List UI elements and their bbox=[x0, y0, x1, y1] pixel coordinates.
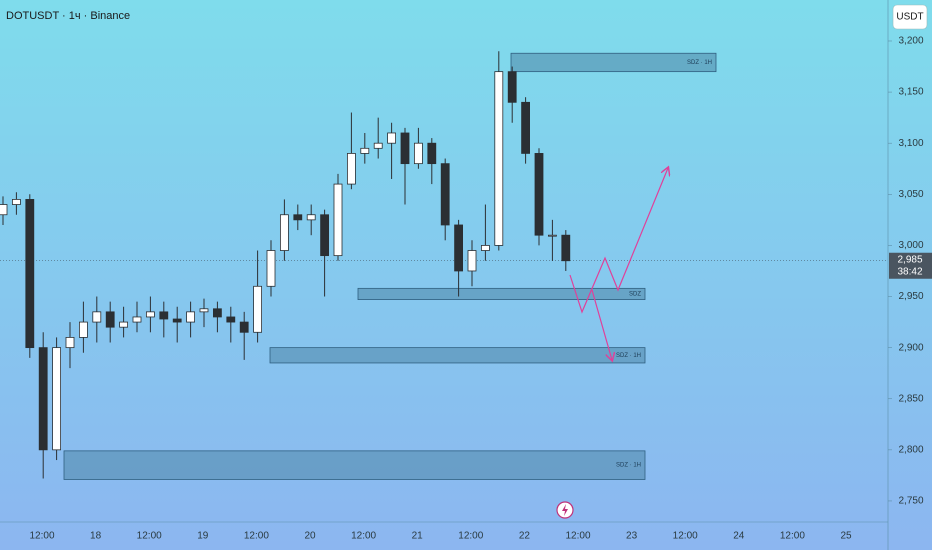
candle-body bbox=[440, 163, 450, 226]
x-tick-label: 12:00 bbox=[244, 531, 269, 542]
y-tick-label: 2,800 bbox=[898, 444, 923, 455]
candle-body bbox=[132, 316, 142, 323]
candle-body bbox=[186, 311, 196, 323]
x-tick-label: 12:00 bbox=[458, 531, 483, 542]
x-tick-label: 23 bbox=[626, 531, 638, 542]
candle-body bbox=[413, 142, 423, 165]
candle-body bbox=[172, 318, 182, 323]
symbol-title: DOTUSDT · 1ч · Binance bbox=[6, 10, 130, 22]
x-tick-label: 12:00 bbox=[780, 531, 805, 542]
last-price-tag bbox=[889, 252, 932, 279]
y-tick-label: 2,750 bbox=[898, 496, 923, 507]
y-tick-label: 2,850 bbox=[898, 393, 923, 404]
candle-body bbox=[119, 321, 128, 328]
x-tick-label: 12:00 bbox=[673, 531, 698, 542]
candle-body bbox=[454, 224, 464, 272]
y-tick-label: 2,950 bbox=[898, 291, 923, 302]
x-tick-label: 12:00 bbox=[351, 531, 376, 542]
candle-body bbox=[333, 183, 343, 257]
candle-body bbox=[373, 142, 383, 149]
candle-body bbox=[306, 214, 316, 221]
candle-body bbox=[400, 132, 410, 165]
zone-label: SDZ bbox=[629, 292, 641, 298]
event-icon-bolt bbox=[562, 504, 568, 516]
candle-body bbox=[199, 308, 209, 313]
supply-demand-zone bbox=[510, 52, 717, 73]
candle-body bbox=[38, 347, 48, 451]
x-tick-label: 24 bbox=[733, 531, 745, 542]
x-tick-label: 22 bbox=[519, 531, 531, 542]
candle-body bbox=[360, 147, 370, 154]
candle-body bbox=[92, 311, 102, 323]
candle-body bbox=[480, 245, 490, 251]
x-tick-label: 19 bbox=[197, 531, 209, 542]
candle-body bbox=[387, 132, 397, 144]
candle-body bbox=[105, 311, 115, 328]
candle-body bbox=[52, 347, 61, 451]
y-tick-label: 3,050 bbox=[898, 189, 923, 200]
candle-body bbox=[212, 308, 222, 318]
candle-body bbox=[467, 250, 477, 272]
projection-arrow bbox=[569, 168, 668, 314]
zone-label: SDZ · 1H bbox=[687, 60, 712, 66]
projection-arrow bbox=[591, 289, 612, 360]
y-tick-label: 3,200 bbox=[898, 36, 923, 47]
candle-body bbox=[346, 153, 356, 185]
candle-body bbox=[253, 285, 263, 333]
candle-body bbox=[25, 199, 35, 349]
candle-body bbox=[0, 204, 8, 216]
candle-body bbox=[507, 71, 517, 103]
candle-body bbox=[320, 214, 330, 257]
candle-body bbox=[65, 337, 75, 349]
candle-body bbox=[266, 250, 276, 287]
candle-body bbox=[561, 234, 571, 262]
supply-demand-zone bbox=[269, 347, 646, 364]
y-tick-label: 3,000 bbox=[898, 240, 923, 251]
candle-body bbox=[548, 234, 557, 237]
x-tick-label: 12:00 bbox=[29, 531, 54, 542]
candle-body bbox=[159, 311, 169, 320]
candle-body bbox=[79, 321, 88, 338]
x-tick-label: 12:00 bbox=[137, 531, 162, 542]
candle-body bbox=[279, 214, 289, 251]
zone-label: SDZ · 1H bbox=[616, 463, 641, 469]
supply-demand-zone bbox=[357, 287, 646, 300]
x-tick-label: 21 bbox=[412, 531, 424, 542]
x-tick-label: 25 bbox=[840, 531, 852, 542]
y-tick-label: 2,900 bbox=[898, 342, 923, 353]
currency-button[interactable] bbox=[892, 4, 928, 30]
candle-body bbox=[427, 142, 437, 165]
y-tick-label: 3,150 bbox=[898, 87, 923, 98]
supply-demand-zone bbox=[63, 450, 646, 480]
candle-body bbox=[534, 153, 544, 236]
candle-body bbox=[226, 316, 236, 323]
candle-body bbox=[11, 199, 21, 205]
countdown-label: 38:42 bbox=[897, 266, 922, 277]
x-tick-label: 12:00 bbox=[565, 531, 590, 542]
y-tick-label: 3,100 bbox=[898, 138, 923, 149]
candle-body bbox=[239, 321, 249, 333]
candle-body bbox=[145, 311, 155, 318]
last-price-label: 2,985 bbox=[897, 254, 922, 265]
candle-body bbox=[293, 214, 303, 221]
candle-body bbox=[494, 71, 504, 246]
x-tick-label: 18 bbox=[90, 531, 102, 542]
candle-body bbox=[521, 101, 530, 154]
currency-label: USDT bbox=[896, 12, 923, 23]
x-tick-label: 20 bbox=[304, 531, 316, 542]
zone-label: SDZ · 1H bbox=[616, 353, 641, 359]
